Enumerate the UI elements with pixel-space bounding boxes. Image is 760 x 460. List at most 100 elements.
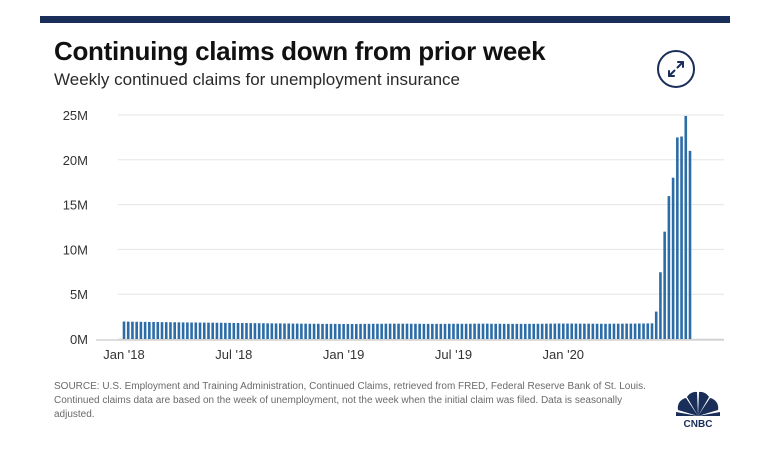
bar bbox=[507, 323, 510, 339]
bar bbox=[338, 323, 341, 339]
bar bbox=[401, 323, 405, 339]
bar bbox=[680, 136, 683, 339]
x-tick-label: Jan '18 bbox=[103, 347, 145, 362]
bar bbox=[232, 322, 236, 339]
bar bbox=[240, 323, 244, 339]
bar bbox=[156, 322, 160, 339]
bar bbox=[642, 323, 645, 339]
bar bbox=[397, 323, 400, 339]
bar bbox=[393, 323, 396, 339]
bar bbox=[659, 272, 662, 339]
bar bbox=[638, 323, 641, 339]
bar bbox=[270, 323, 274, 339]
bar bbox=[122, 321, 126, 339]
bar bbox=[511, 323, 514, 339]
bar bbox=[654, 311, 658, 339]
bar bbox=[257, 323, 261, 339]
bar bbox=[583, 323, 586, 339]
bar bbox=[608, 323, 612, 339]
chart-title: Continuing claims down from prior week bbox=[54, 36, 546, 66]
bar bbox=[625, 323, 628, 339]
bar bbox=[190, 322, 193, 339]
bar bbox=[160, 322, 164, 339]
x-tick-label: Jan '19 bbox=[323, 347, 365, 362]
bar bbox=[578, 323, 582, 339]
expand-arrows-icon bbox=[668, 61, 684, 77]
bar bbox=[126, 321, 130, 339]
bar bbox=[236, 322, 240, 339]
y-tick-label: 20M bbox=[63, 153, 88, 168]
bar bbox=[587, 323, 590, 339]
bar bbox=[274, 323, 278, 339]
bar bbox=[148, 321, 151, 339]
y-tick-label: 10M bbox=[63, 242, 88, 257]
bar bbox=[350, 323, 354, 339]
bar bbox=[177, 322, 181, 339]
bar bbox=[194, 322, 198, 339]
bar bbox=[342, 323, 345, 339]
bar bbox=[515, 323, 519, 339]
bar bbox=[435, 323, 438, 339]
bar bbox=[164, 322, 168, 339]
bar bbox=[523, 323, 527, 339]
bar bbox=[464, 323, 468, 339]
bar bbox=[228, 322, 231, 339]
bar bbox=[671, 177, 675, 339]
bar bbox=[566, 323, 569, 339]
bar bbox=[676, 137, 679, 339]
bar bbox=[291, 323, 295, 339]
bar bbox=[439, 323, 443, 339]
bar bbox=[604, 323, 607, 339]
bar bbox=[152, 321, 155, 339]
bar bbox=[536, 323, 540, 339]
bar bbox=[295, 323, 299, 339]
bar bbox=[663, 231, 666, 339]
bar bbox=[409, 323, 413, 339]
bar bbox=[245, 323, 248, 339]
bar bbox=[211, 322, 214, 339]
bar bbox=[498, 323, 502, 339]
bar bbox=[684, 115, 688, 340]
cnbc-logo: CNBC bbox=[676, 391, 720, 430]
bar bbox=[561, 323, 565, 339]
bar bbox=[355, 323, 358, 339]
bar bbox=[346, 323, 350, 339]
bar bbox=[418, 323, 421, 339]
bar bbox=[502, 323, 506, 339]
bar bbox=[557, 323, 561, 339]
source-note: SOURCE: U.S. Employment and Training Adm… bbox=[54, 381, 646, 420]
bar bbox=[287, 323, 291, 339]
bar bbox=[181, 322, 185, 339]
bar bbox=[363, 323, 367, 339]
bar bbox=[532, 323, 536, 339]
expand-button[interactable] bbox=[657, 50, 695, 88]
bar bbox=[460, 323, 464, 339]
bar bbox=[528, 323, 531, 339]
bar bbox=[186, 322, 189, 339]
bar bbox=[207, 322, 210, 339]
bar bbox=[591, 323, 595, 339]
top-accent-rule bbox=[40, 16, 730, 23]
bar bbox=[325, 323, 329, 339]
bar bbox=[629, 323, 633, 339]
bar bbox=[380, 323, 383, 339]
bar bbox=[494, 323, 497, 339]
bar bbox=[405, 323, 409, 339]
bar bbox=[329, 323, 333, 339]
bar bbox=[321, 323, 324, 339]
bar bbox=[367, 323, 371, 339]
bar bbox=[443, 323, 447, 339]
bar bbox=[612, 323, 616, 339]
bar bbox=[570, 323, 574, 339]
bar bbox=[278, 323, 282, 339]
bar bbox=[469, 323, 472, 339]
bar bbox=[215, 322, 219, 339]
bar bbox=[388, 323, 392, 339]
cnbc-logo-text: CNBC bbox=[684, 419, 713, 430]
cnbc-peacock-logo bbox=[676, 391, 720, 416]
bar bbox=[359, 323, 362, 339]
bar bbox=[426, 323, 430, 339]
bar bbox=[202, 322, 206, 339]
bar bbox=[574, 323, 578, 339]
x-tick-label: Jul '19 bbox=[435, 347, 472, 362]
